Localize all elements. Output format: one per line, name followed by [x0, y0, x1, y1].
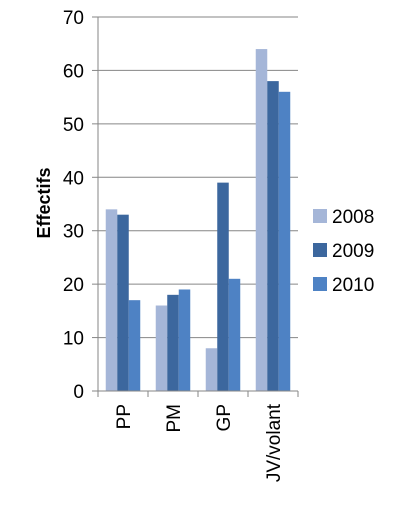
category-label: PM [164, 404, 185, 433]
bar [105, 209, 118, 391]
y-axis-label: Effectifs [34, 167, 54, 238]
category-label: PP [114, 404, 135, 429]
bar [117, 214, 129, 391]
legend-swatch [313, 243, 327, 257]
legend: 2008 2009 2010 [313, 207, 374, 296]
y-tick-label: 0 [73, 382, 84, 403]
gridlines [98, 16, 298, 339]
bar [155, 305, 168, 391]
bar [128, 300, 141, 391]
bar [167, 294, 179, 391]
y-tick-label: 60 [63, 61, 84, 82]
bar [178, 289, 191, 391]
y-tick-label: 10 [63, 329, 84, 350]
legend-label: 2009 [332, 241, 374, 262]
y-tick-label: 30 [63, 222, 84, 243]
bar [278, 91, 291, 392]
bar [228, 278, 241, 391]
axes [92, 16, 299, 397]
category-labels: PP PM GP JV/volant [114, 403, 285, 482]
legend-label: 2010 [332, 275, 374, 296]
category-label: JV/volant [264, 403, 285, 482]
bars [105, 49, 291, 392]
legend-swatch [313, 277, 327, 291]
y-tick-labels: 0 10 20 30 40 50 60 70 [63, 8, 84, 403]
legend-swatch [313, 209, 327, 223]
bar [217, 182, 229, 391]
category-label: GP [214, 404, 235, 431]
bar [267, 81, 279, 391]
bar [255, 49, 268, 392]
y-tick-label: 70 [63, 8, 84, 29]
y-tick-label: 50 [63, 115, 84, 136]
y-tick-label: 40 [63, 168, 84, 189]
legend-label: 2008 [332, 207, 374, 228]
bar [205, 348, 218, 391]
y-tick-label: 20 [63, 275, 84, 296]
